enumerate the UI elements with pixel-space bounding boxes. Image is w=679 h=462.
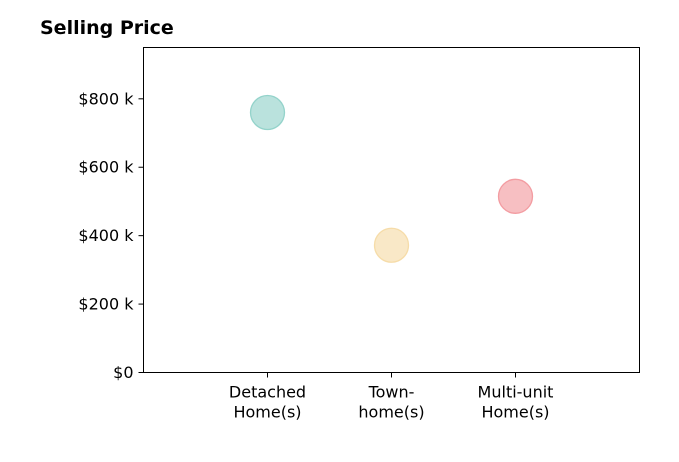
y-tick-label: $600 k [78,158,134,177]
x-tick-label: Town-home(s) [358,383,424,422]
y-tick-label: $0 [113,363,133,382]
data-point-1 [373,227,410,263]
chart-title: Selling Price [40,17,174,39]
y-tick-label: $400 k [78,226,134,245]
y-tick-label: $200 k [78,295,134,314]
data-point-2 [497,178,534,214]
bubble-layer [249,94,534,263]
plot-frame [143,47,640,373]
x-tick-label: Multi-unit Home(s) [478,383,554,422]
data-point-0 [249,94,286,131]
x-tick-label: Detached Home(s) [229,383,306,422]
y-axis: $0 $200 k $400 k $600 k $800 k [78,89,144,382]
y-tick-label: $800 k [78,89,134,108]
x-axis: Detached Home(s) Town-home(s) Multi-unit Hom… [229,372,554,422]
